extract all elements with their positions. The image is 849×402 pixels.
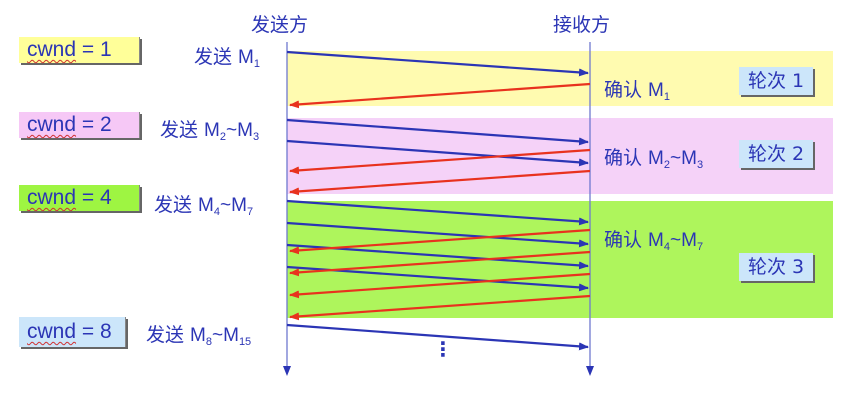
ack-label-round-2: 确认 M2~M3	[604, 147, 704, 171]
send-label-round-3: 发送 M4~M7	[154, 194, 254, 218]
send-label-round-1: 发送 M1	[194, 46, 260, 70]
cwnd-4-label: cwnd = 4	[19, 185, 140, 211]
ack-label-round-1: 确认 M1	[604, 79, 670, 103]
sender-header: 发送方	[251, 14, 309, 36]
send-label-round-4: 发送 M8~M15	[146, 324, 252, 348]
round-3-label: 轮次 3	[739, 253, 814, 281]
cwnd-1-label: cwnd = 1	[19, 37, 140, 63]
round-1-label: 轮次 1	[739, 67, 814, 95]
cwnd-8-label: cwnd = 8	[19, 317, 126, 347]
send-label-round-2: 发送 M2~M3	[160, 119, 260, 143]
cwnd-2-label: cwnd = 2	[19, 112, 140, 138]
ack-label-round-3: 确认 M4~M7	[604, 229, 704, 253]
receiver-header: 接收方	[553, 14, 611, 36]
continuation-ellipsis: ⋮	[433, 337, 453, 361]
round-2-label: 轮次 2	[739, 140, 814, 168]
